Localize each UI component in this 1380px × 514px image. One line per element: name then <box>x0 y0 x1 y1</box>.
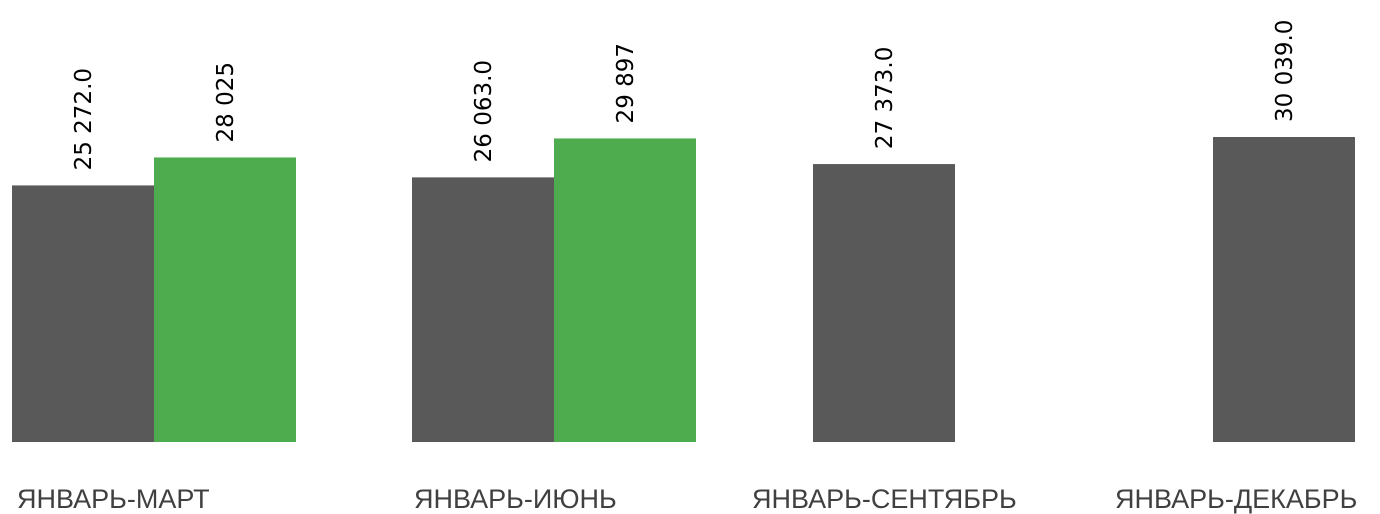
bar-value-label: 29 897 <box>613 43 639 123</box>
bar-value-label: 30 039.0 <box>1272 20 1298 122</box>
category-label: ЯНВАРЬ-МАРТ <box>17 484 210 514</box>
bar-value-label: 26 063.0 <box>471 60 497 162</box>
category-label: ЯНВАРЬ-ИЮНЬ <box>414 484 617 514</box>
bar <box>12 185 154 442</box>
category-labels-group: ЯНВАРЬ-МАРТ ЯНВАРЬ-ИЮНЬ ЯНВАРЬ-СЕНТЯБРЬ … <box>17 484 1357 514</box>
bar-value-label: 28 025 <box>213 62 239 142</box>
category-label: ЯНВАРЬ-ДЕКАБРЬ <box>1115 484 1357 514</box>
category-label: ЯНВАРЬ-СЕНТЯБРЬ <box>752 484 1017 514</box>
bar-value-label: 27 373.0 <box>872 47 898 149</box>
bar <box>813 164 955 442</box>
bar <box>554 138 696 443</box>
bar <box>154 157 296 442</box>
value-labels-group: 25 272.0 28 025 26 063.0 29 897 27 373.0 30 0… <box>71 20 1298 171</box>
bar-value-label: 25 272.0 <box>71 68 97 170</box>
bars-group <box>12 137 1355 443</box>
bar <box>412 177 554 442</box>
bar <box>1213 137 1355 442</box>
